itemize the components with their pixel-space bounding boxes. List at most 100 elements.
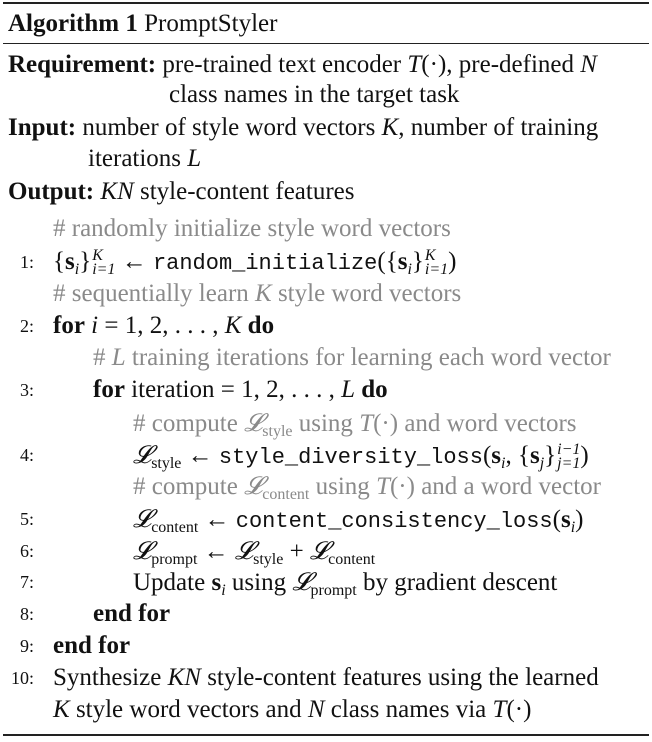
loss-symbol: 𝓛 [133,440,152,469]
comment-text: using [292,410,360,437]
comment-training-iterations: # L training iterations for learning eac… [93,343,611,373]
requirement-label: Requirement: [8,51,157,78]
n-symbol: N [307,696,325,723]
comment-text: # sequentially learn [53,280,256,307]
step-10-line-1: Synthesize KN style-content features usi… [53,663,599,693]
requirement-text-b: , pre-defined [446,51,581,78]
random-initialize-func: random_initialize [152,251,378,276]
k-sup: K [424,247,436,265]
step-10-line-2: K style word vectors and N class names v… [53,695,531,725]
output-line: Output: KN style-content features [8,177,355,207]
content-sub: content [328,551,376,568]
encoder-symbol: T [492,696,507,723]
prompt-sub: prompt [151,551,198,568]
step-4: 𝓛style ← style_diversity_loss(si, {sj} i−… [133,440,589,473]
i-range: i=1 [92,261,116,279]
i-sub: i [74,261,80,278]
iteration-range: iteration = 1, 2, . . . , [131,376,342,403]
assign-arrow: ← [187,442,213,469]
line-number-3: 3: [19,380,34,400]
output-text: style-content features [133,178,355,205]
s-symbol: s [65,248,75,275]
update-text: Update [133,569,212,596]
comment-text: # compute [133,410,245,437]
algorithm-title: Algorithm 1 PromptStyler [8,9,277,39]
output-label: Output: [8,178,95,205]
encoder-symbol: T [376,473,390,500]
comment-text: # [93,344,112,371]
loss-symbol: 𝓛 [292,567,311,596]
plus-sign: + [283,538,310,565]
style-diversity-loss-func: style_diversity_loss [218,445,483,470]
comment-random-init: # randomly initialize style word vectors [53,215,451,242]
loss-symbol: 𝓛 [309,536,329,565]
for-keyword: for [93,376,125,403]
l-symbol: L [341,376,355,403]
s-symbol: s [211,569,222,596]
i-range: i=1 [424,261,449,279]
input-label: Input: [8,114,77,141]
content-sub: content [262,486,310,503]
line-number-10: 10: [10,668,34,688]
k-sup: K [92,247,103,265]
s-symbol: s [397,248,408,275]
comment-text: training iterations for learning each wo… [125,344,611,371]
algorithm-label: Algorithm 1 [8,10,138,37]
final-text: style word vectors and [69,696,308,723]
comment-text: # compute [133,473,245,500]
l-symbol: L [111,344,126,371]
s-symbol: s [560,506,571,533]
comment-sequential: # sequentially learn K style word vector… [53,279,461,309]
i-sub: i [570,519,576,536]
final-text: style-content features using the learned [200,664,599,691]
loss-symbol: 𝓛 [234,536,254,565]
content-sub: content [151,519,199,536]
style-sub: style [151,455,182,472]
step-7: Update si using 𝓛prompt by gradient desc… [133,567,558,599]
line-number-4: 4: [19,445,34,465]
comment-text: and a word vector [414,473,601,500]
loss-symbol: 𝓛 [244,471,263,500]
style-sub: style [262,423,293,440]
header-rule [3,43,649,44]
encoder-arg: (·) [373,410,399,437]
step-3: for iteration = 1, 2, . . . , L do [93,375,388,405]
do-keyword: do [361,376,388,403]
loss-symbol: 𝓛 [133,504,152,533]
line-number-7: 7: [19,572,34,592]
class-count-symbol: N [580,51,597,78]
encoder-symbol: T [407,51,422,78]
input-line-1: Input: number of style word vectors K, n… [8,113,598,143]
requirement-line-2: class names in the target task [169,81,460,108]
update-text: by gradient descent [356,569,558,596]
s-symbol: s [529,442,540,469]
comment-compute-style: # compute 𝓛style using T(·) and word vec… [133,408,577,440]
encoder-symbol: T [359,410,374,437]
input-text-a: number of style word vectors [82,114,382,141]
i-sub: i [221,582,226,599]
line-number-2: 2: [19,316,34,336]
i-sub: i [407,261,412,278]
encoder-arg: (·) [389,473,415,500]
bottom-rule [3,734,649,736]
line-number-9: 9: [19,636,34,656]
requirement-line-1: Requirement: pre-trained text encoder T(… [8,50,597,80]
update-text: using [225,569,293,596]
comment-compute-content: # compute 𝓛content using T(·) and a word… [133,471,601,503]
step-8-end-for: end for [93,600,171,627]
line-number-1: 1: [19,252,34,272]
step-6: 𝓛prompt ← 𝓛style + 𝓛content [133,536,376,568]
prompt-sub: prompt [310,582,357,599]
k-symbol: K [53,696,70,723]
encoder-arg: (·) [421,51,447,78]
style-sub: style [253,551,284,568]
loss-symbol: 𝓛 [133,536,152,565]
comment-text: and word vectors [398,410,577,437]
assign-arrow: ← [204,506,230,533]
j-range: j=1 [557,455,581,473]
assign-arrow: ← [121,248,147,275]
s-symbol: s [491,442,502,469]
line-number-5: 5: [19,509,34,529]
